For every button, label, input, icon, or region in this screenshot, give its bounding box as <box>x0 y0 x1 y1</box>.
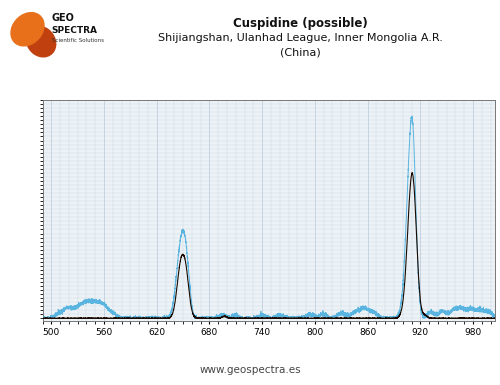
Text: Cuspidine (possible): Cuspidine (possible) <box>232 17 368 30</box>
Text: Scientific Solutions: Scientific Solutions <box>52 38 104 44</box>
Text: GEO: GEO <box>52 13 74 23</box>
Text: Shijiangshan, Ulanhad League, Inner Mongolia A.R.: Shijiangshan, Ulanhad League, Inner Mong… <box>158 33 443 43</box>
Text: SPECTRA: SPECTRA <box>52 26 98 35</box>
Text: (China): (China) <box>280 47 320 57</box>
Ellipse shape <box>11 13 44 46</box>
Text: www.geospectra.es: www.geospectra.es <box>199 365 301 375</box>
Ellipse shape <box>26 26 56 57</box>
